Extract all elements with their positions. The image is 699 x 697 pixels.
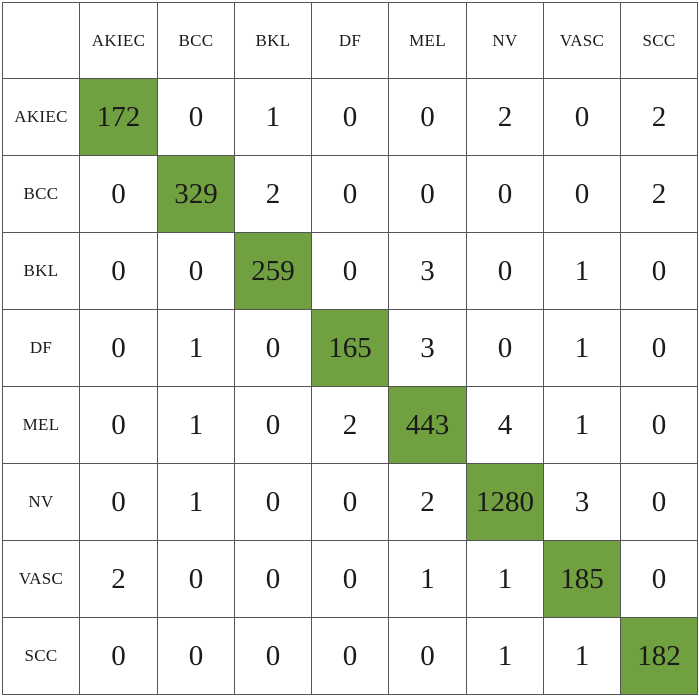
matrix-cell-df-scc: 0 — [620, 309, 698, 387]
row-label-mel: MEL — [2, 386, 80, 464]
matrix-cell-bcc-vasc: 0 — [543, 155, 621, 233]
matrix-cell-bcc-nv: 0 — [466, 155, 544, 233]
column-label-scc: SCC — [620, 2, 698, 79]
diagonal-cell-nv-nv: 1280 — [466, 463, 544, 541]
matrix-cell-bkl-bcc: 0 — [157, 232, 235, 310]
matrix-cell-mel-df: 2 — [311, 386, 389, 464]
matrix-cell-vasc-mel: 1 — [388, 540, 467, 618]
column-label-mel: MEL — [388, 2, 467, 79]
matrix-cell-bcc-mel: 0 — [388, 155, 467, 233]
matrix-cell-vasc-akiec: 2 — [79, 540, 158, 618]
diagonal-cell-akiec-akiec: 172 — [79, 78, 158, 156]
matrix-cell-scc-mel: 0 — [388, 617, 467, 695]
matrix-cell-df-mel: 3 — [388, 309, 467, 387]
matrix-cell-akiec-nv: 2 — [466, 78, 544, 156]
matrix-cell-df-vasc: 1 — [543, 309, 621, 387]
column-label-akiec: AKIEC — [79, 2, 158, 79]
header-row: AKIEC BCC BKL DF MEL NV VASC SCC — [2, 2, 698, 79]
column-label-nv: NV — [466, 2, 544, 79]
matrix-cell-df-bcc: 1 — [157, 309, 235, 387]
matrix-cell-vasc-bcc: 0 — [157, 540, 235, 618]
matrix-row-vasc: VASC 2 0 0 0 1 1 185 0 — [2, 540, 698, 618]
matrix-cell-mel-bcc: 1 — [157, 386, 235, 464]
matrix-cell-bcc-bkl: 2 — [234, 155, 312, 233]
matrix-cell-scc-bkl: 0 — [234, 617, 312, 695]
row-label-df: DF — [2, 309, 80, 387]
matrix-cell-scc-akiec: 0 — [79, 617, 158, 695]
matrix-cell-akiec-mel: 0 — [388, 78, 467, 156]
matrix-row-nv: NV 0 1 0 0 2 1280 3 0 — [2, 463, 698, 541]
matrix-cell-bkl-akiec: 0 — [79, 232, 158, 310]
matrix-cell-nv-vasc: 3 — [543, 463, 621, 541]
matrix-cell-df-nv: 0 — [466, 309, 544, 387]
matrix-cell-bkl-nv: 0 — [466, 232, 544, 310]
diagonal-cell-df-df: 165 — [311, 309, 389, 387]
matrix-row-bkl: BKL 0 0 259 0 3 0 1 0 — [2, 232, 698, 310]
row-label-nv: NV — [2, 463, 80, 541]
matrix-cell-mel-nv: 4 — [466, 386, 544, 464]
matrix-cell-nv-bkl: 0 — [234, 463, 312, 541]
matrix-cell-mel-bkl: 0 — [234, 386, 312, 464]
column-label-bcc: BCC — [157, 2, 235, 79]
diagonal-cell-bkl-bkl: 259 — [234, 232, 312, 310]
matrix-cell-nv-mel: 2 — [388, 463, 467, 541]
matrix-cell-akiec-df: 0 — [311, 78, 389, 156]
matrix-cell-mel-akiec: 0 — [79, 386, 158, 464]
matrix-row-scc: SCC 0 0 0 0 0 1 1 182 — [2, 617, 698, 695]
matrix-cell-akiec-vasc: 0 — [543, 78, 621, 156]
matrix-cell-df-bkl: 0 — [234, 309, 312, 387]
matrix-cell-nv-akiec: 0 — [79, 463, 158, 541]
matrix-cell-scc-nv: 1 — [466, 617, 544, 695]
matrix-row-akiec: AKIEC 172 0 1 0 0 2 0 2 — [2, 78, 698, 156]
matrix-cell-scc-df: 0 — [311, 617, 389, 695]
matrix-cell-akiec-scc: 2 — [620, 78, 698, 156]
matrix-cell-scc-vasc: 1 — [543, 617, 621, 695]
matrix-cell-bcc-akiec: 0 — [79, 155, 158, 233]
row-label-scc: SCC — [2, 617, 80, 695]
column-label-vasc: VASC — [543, 2, 621, 79]
matrix-cell-akiec-bkl: 1 — [234, 78, 312, 156]
matrix-cell-bkl-scc: 0 — [620, 232, 698, 310]
column-label-bkl: BKL — [234, 2, 312, 79]
matrix-cell-vasc-bkl: 0 — [234, 540, 312, 618]
matrix-cell-nv-df: 0 — [311, 463, 389, 541]
matrix-cell-bkl-vasc: 1 — [543, 232, 621, 310]
row-label-akiec: AKIEC — [2, 78, 80, 156]
matrix-cell-scc-bcc: 0 — [157, 617, 235, 695]
matrix-cell-vasc-df: 0 — [311, 540, 389, 618]
matrix-cell-bcc-scc: 2 — [620, 155, 698, 233]
row-label-bcc: BCC — [2, 155, 80, 233]
matrix-cell-bkl-df: 0 — [311, 232, 389, 310]
matrix-row-mel: MEL 0 1 0 2 443 4 1 0 — [2, 386, 698, 464]
matrix-cell-df-akiec: 0 — [79, 309, 158, 387]
diagonal-cell-vasc-vasc: 185 — [543, 540, 621, 618]
matrix-cell-bkl-mel: 3 — [388, 232, 467, 310]
matrix-cell-akiec-bcc: 0 — [157, 78, 235, 156]
matrix-cell-nv-scc: 0 — [620, 463, 698, 541]
matrix-cell-mel-scc: 0 — [620, 386, 698, 464]
matrix-row-bcc: BCC 0 329 2 0 0 0 0 2 — [2, 155, 698, 233]
matrix-cell-vasc-nv: 1 — [466, 540, 544, 618]
matrix-cell-mel-vasc: 1 — [543, 386, 621, 464]
matrix-cell-vasc-scc: 0 — [620, 540, 698, 618]
diagonal-cell-scc-scc: 182 — [620, 617, 698, 695]
matrix-cell-nv-bcc: 1 — [157, 463, 235, 541]
column-label-df: DF — [311, 2, 389, 79]
row-label-vasc: VASC — [2, 540, 80, 618]
diagonal-cell-mel-mel: 443 — [388, 386, 467, 464]
matrix-cell-bcc-df: 0 — [311, 155, 389, 233]
matrix-row-df: DF 0 1 0 165 3 0 1 0 — [2, 309, 698, 387]
corner-cell — [2, 2, 80, 79]
diagonal-cell-bcc-bcc: 329 — [157, 155, 235, 233]
row-label-bkl: BKL — [2, 232, 80, 310]
